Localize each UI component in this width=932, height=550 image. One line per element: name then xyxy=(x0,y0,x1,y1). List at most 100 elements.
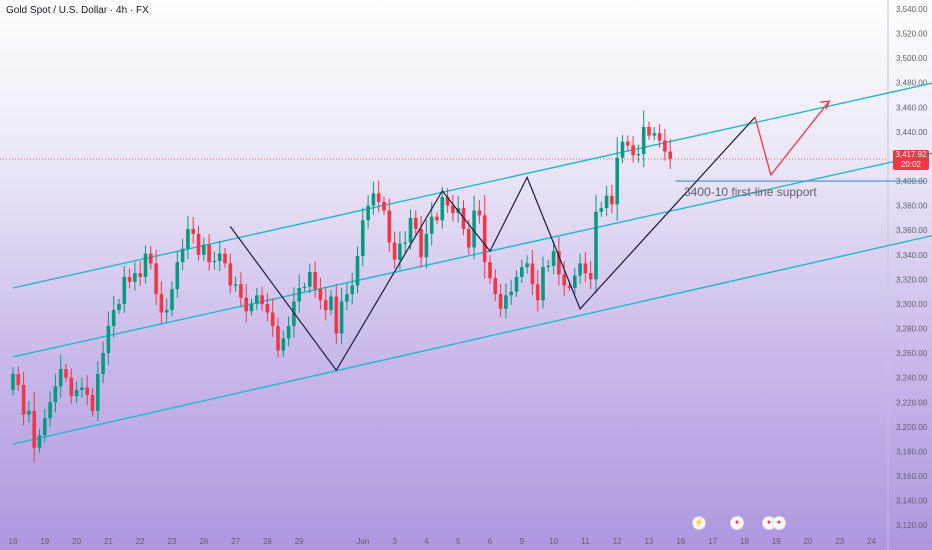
candle-body xyxy=(551,251,556,266)
y-tick-label: 3,480.00 xyxy=(896,79,928,88)
candle-body xyxy=(371,193,376,206)
candle-body xyxy=(58,369,63,387)
x-tick-label: 5 xyxy=(456,537,461,546)
candle-body xyxy=(96,373,100,411)
candle-body xyxy=(668,151,672,159)
channel-line-upper xyxy=(12,82,932,289)
candle-body xyxy=(652,133,657,136)
x-tick-label: 29 xyxy=(295,537,304,546)
current-price-value: 3,417.92 xyxy=(895,150,927,159)
candle-body xyxy=(498,294,503,309)
x-tick-label: 13 xyxy=(645,537,654,546)
candle-body xyxy=(255,295,259,304)
candle-body xyxy=(647,126,651,136)
candle-body xyxy=(233,284,238,286)
candle-body xyxy=(106,326,111,354)
candle-body xyxy=(217,253,222,261)
candle-body xyxy=(440,197,445,221)
candle-body xyxy=(281,338,286,351)
candle-body xyxy=(308,271,312,287)
candle-body xyxy=(631,145,635,156)
candle-body xyxy=(323,300,328,311)
x-tick-label: 19 xyxy=(40,537,49,546)
candle-body xyxy=(573,275,577,288)
candle-body xyxy=(37,435,42,448)
candle-body xyxy=(138,273,142,277)
candle-body xyxy=(249,303,254,312)
y-tick-label: 3,380.00 xyxy=(896,202,928,211)
candle-body xyxy=(604,195,609,209)
candle-body xyxy=(212,260,217,263)
candle-body xyxy=(313,271,317,290)
candle-body xyxy=(467,228,471,248)
y-tick-label: 3,500.00 xyxy=(896,54,928,63)
x-tick-label: 26 xyxy=(199,537,208,546)
candle-body xyxy=(164,310,169,313)
candle-body xyxy=(122,276,127,304)
candle-body xyxy=(260,295,264,304)
candle-body xyxy=(80,387,84,390)
candle-body xyxy=(276,326,280,351)
candle-body xyxy=(530,263,535,285)
candle-body xyxy=(355,256,360,286)
candle-body xyxy=(424,233,429,258)
candle-body xyxy=(429,216,434,234)
y-tick-label: 3,140.00 xyxy=(896,497,928,506)
candle-body xyxy=(101,353,105,374)
candle-body xyxy=(546,265,551,268)
candle-body xyxy=(445,197,450,206)
candle-body xyxy=(154,263,158,295)
candle-body xyxy=(239,284,243,298)
candle-body xyxy=(74,389,79,397)
x-tick-label: 24 xyxy=(867,537,876,546)
candle-body xyxy=(149,253,153,264)
y-tick-label: 3,540.00 xyxy=(896,5,928,14)
candle-body xyxy=(329,296,333,311)
candle-body xyxy=(376,193,381,202)
y-tick-label: 3,520.00 xyxy=(896,30,928,39)
candle-body xyxy=(541,267,545,301)
candle-body xyxy=(127,276,132,282)
candle-body xyxy=(133,273,137,282)
y-tick-label: 3,360.00 xyxy=(896,226,928,235)
candle-body xyxy=(244,297,248,312)
candle-body xyxy=(16,373,21,386)
candle-body xyxy=(265,303,270,313)
x-tick-label: 21 xyxy=(104,537,113,546)
candle-body xyxy=(599,208,604,212)
zigzag-pattern-line xyxy=(229,116,756,372)
candle-body xyxy=(398,243,402,260)
x-tick-label: 6 xyxy=(488,537,493,546)
x-tick-label: 27 xyxy=(231,537,240,546)
candle-body xyxy=(562,274,566,286)
us-flag-event-icon[interactable]: ✦ xyxy=(730,516,744,530)
candle-body xyxy=(520,267,524,277)
candle-body xyxy=(382,201,386,211)
candle-body xyxy=(657,133,662,141)
lightning-icon[interactable]: ⚡ xyxy=(692,516,706,530)
x-tick-label: 9 xyxy=(520,537,525,546)
candle-body xyxy=(186,228,190,249)
x-tick-label: Jun xyxy=(356,537,369,546)
candle-body xyxy=(350,285,354,295)
candle-body xyxy=(509,291,513,296)
candle-body xyxy=(334,296,339,334)
candle-body xyxy=(610,195,614,205)
candle-body xyxy=(615,157,619,205)
candle-body xyxy=(202,244,206,255)
candle-body xyxy=(636,154,641,156)
candle-body xyxy=(345,294,349,302)
candle-body xyxy=(286,326,291,339)
candle-body xyxy=(48,402,52,419)
x-tick-label: 20 xyxy=(804,537,813,546)
candle-body xyxy=(620,141,625,158)
candle-body xyxy=(366,205,370,221)
x-tick-label: 20 xyxy=(72,537,81,546)
y-tick-label: 3,440.00 xyxy=(896,128,928,137)
x-tick-label: 10 xyxy=(549,537,558,546)
candle-body xyxy=(493,278,498,295)
us-flag-event-icon[interactable]: ✦ xyxy=(772,516,786,530)
y-tick-label: 3,340.00 xyxy=(896,251,928,260)
